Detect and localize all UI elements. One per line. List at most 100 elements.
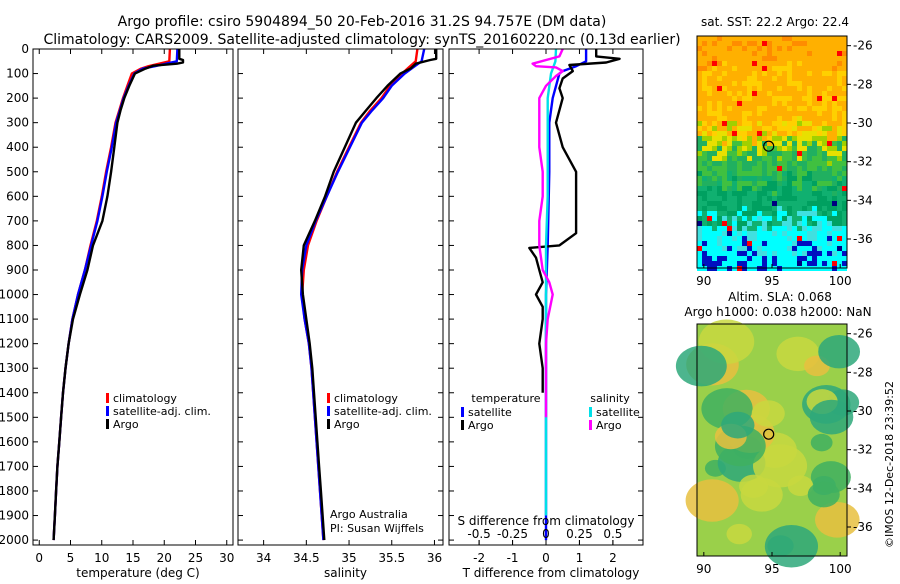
- map-cell: [707, 211, 712, 216]
- map-cell: [782, 166, 787, 171]
- map-cell: [822, 181, 827, 186]
- map-cell: [822, 86, 827, 91]
- map-cell: [842, 211, 847, 216]
- map-cell: [762, 176, 767, 181]
- map-cell: [807, 206, 812, 211]
- map-cell: [742, 251, 747, 256]
- map-cell: [787, 151, 792, 156]
- map-cell: [702, 181, 707, 186]
- map-cell: [752, 116, 757, 121]
- map-cell: [762, 186, 767, 191]
- map-cell: [842, 76, 847, 81]
- map-cell: [787, 236, 792, 241]
- map-cell: [797, 256, 802, 261]
- map-cell: [822, 226, 827, 231]
- map-cell: [722, 126, 727, 131]
- map-cell: [837, 46, 842, 51]
- map-cell: [787, 141, 792, 146]
- y-tick-label: 700: [6, 214, 29, 228]
- map-cell: [817, 206, 822, 211]
- map-cell: [827, 61, 832, 66]
- map-cell: [712, 176, 717, 181]
- map-cell: [717, 186, 722, 191]
- map-cell: [822, 76, 827, 81]
- map-cell: [722, 91, 727, 96]
- map-cell: [717, 221, 722, 226]
- map-cell: [762, 211, 767, 216]
- map-blob: [814, 501, 860, 538]
- map-cell: [787, 101, 792, 106]
- y-tick-label: 800: [6, 238, 29, 252]
- map-cell: [822, 186, 827, 191]
- map-cell: [742, 141, 747, 146]
- map-cell: [787, 181, 792, 186]
- map-cell: [832, 226, 837, 231]
- map-cell: [732, 126, 737, 131]
- map-cell: [782, 56, 787, 61]
- map-cell: [812, 181, 817, 186]
- map-cell: [722, 206, 727, 211]
- map-cell: [747, 166, 752, 171]
- map-cell: [807, 106, 812, 111]
- map-cell: [807, 66, 812, 71]
- map-cell: [732, 226, 737, 231]
- map-cell: [792, 116, 797, 121]
- map-cell: [767, 221, 772, 226]
- map-cell: [827, 206, 832, 211]
- map-cell: [762, 231, 767, 236]
- map-cell: [767, 96, 772, 101]
- map-cell: [747, 176, 752, 181]
- map-cell: [707, 181, 712, 186]
- map-cell: [787, 176, 792, 181]
- map-cell: [797, 201, 802, 206]
- map-cell: [832, 126, 837, 131]
- map-cell: [797, 96, 802, 101]
- map-cell: [767, 126, 772, 131]
- map-cell: [792, 236, 797, 241]
- map-cell: [752, 111, 757, 116]
- map-cell: [697, 261, 702, 266]
- map-cell: [822, 96, 827, 101]
- map-cell: [722, 191, 727, 196]
- map-cell: [742, 261, 747, 266]
- map-cell: [807, 211, 812, 216]
- map-cell: [742, 196, 747, 201]
- map-cell: [767, 51, 772, 56]
- map-cell: [717, 71, 722, 76]
- map-cell: [732, 191, 737, 196]
- map-cell: [767, 66, 772, 71]
- map-cell: [842, 126, 847, 131]
- map-cell: [762, 121, 767, 126]
- map-cell: [737, 56, 742, 61]
- map-cell: [717, 241, 722, 246]
- map-cell: [752, 146, 757, 151]
- map-cell: [842, 206, 847, 211]
- map-cell: [812, 61, 817, 66]
- map-cell: [697, 236, 702, 241]
- y-tick-label: 2000: [0, 533, 29, 547]
- map-cell: [717, 116, 722, 121]
- map-cell: [827, 241, 832, 246]
- map-cell: [792, 171, 797, 176]
- map-cell: [747, 241, 752, 246]
- map-cell: [727, 166, 732, 171]
- map-cell: [757, 151, 762, 156]
- map-cell: [797, 166, 802, 171]
- map-cell: [832, 176, 837, 181]
- map-cell: [772, 251, 777, 256]
- map-cell: [822, 256, 827, 261]
- map-cell: [832, 161, 837, 166]
- legend-header-temperature: temperature: [471, 392, 540, 405]
- map-cell: [782, 216, 787, 221]
- map-cell: [842, 261, 847, 266]
- map-cell: [707, 96, 712, 101]
- map-cell: [837, 211, 842, 216]
- map-cell: [737, 196, 742, 201]
- map-cell: [762, 241, 767, 246]
- map-cell: [767, 196, 772, 201]
- map-cell: [757, 166, 762, 171]
- map-cell: [777, 221, 782, 226]
- map-cell: [702, 56, 707, 61]
- map-cell: [732, 151, 737, 156]
- map-cell: [752, 256, 757, 261]
